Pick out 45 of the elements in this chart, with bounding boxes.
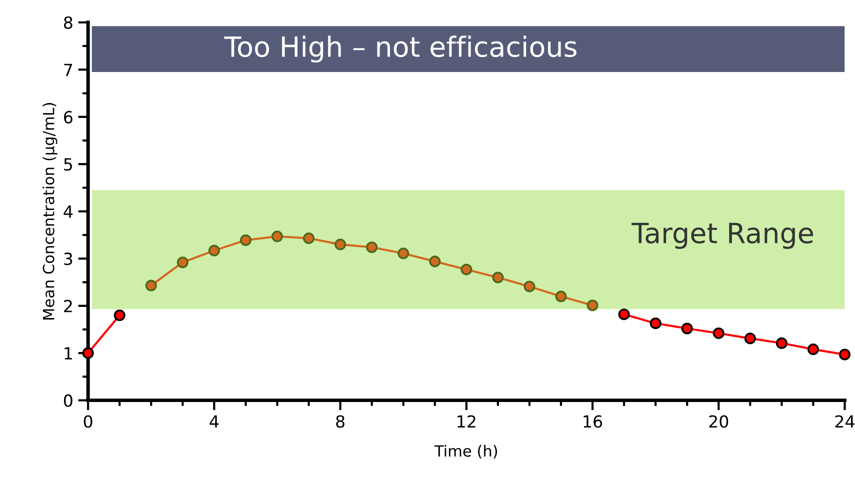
- y-tick-label: 0: [64, 394, 72, 407]
- x-tick-label: 0: [84, 415, 92, 428]
- point: [524, 280, 536, 292]
- y-tick-label: 2: [64, 300, 72, 312]
- y-tick-label: 7: [64, 64, 72, 76]
- point: [776, 337, 788, 349]
- x-tick-label: 8: [336, 415, 344, 428]
- point: [334, 238, 346, 250]
- band-label: Target Range: [632, 222, 813, 249]
- point: [429, 256, 441, 268]
- y-tick-label: 6: [64, 110, 72, 124]
- point: [82, 347, 94, 359]
- point: [618, 308, 630, 320]
- x-tick-label: 24: [835, 415, 854, 428]
- y-tick-label: 1: [64, 347, 72, 360]
- point: [807, 344, 819, 356]
- y-axis-title: Mean Concentration (µg/mL): [42, 103, 58, 320]
- x-tick-label: 16: [584, 415, 602, 428]
- point: [744, 332, 756, 344]
- point: [271, 230, 283, 242]
- y-tick-label: 5: [64, 158, 72, 171]
- y-tick-label: 4: [64, 206, 73, 218]
- x-tick-label: 4: [210, 415, 219, 428]
- point: [176, 256, 188, 268]
- point: [586, 300, 598, 312]
- point: [492, 272, 504, 284]
- point: [555, 290, 567, 302]
- x-tick-label: 20: [709, 415, 728, 428]
- y-tick-label: 3: [64, 252, 72, 266]
- x-axis-title: Time (h): [434, 444, 498, 459]
- point: [838, 348, 851, 360]
- point: [460, 264, 472, 276]
- band-label: Too High – not efficacious: [224, 36, 576, 63]
- point: [114, 310, 126, 322]
- x-tick-label: 12: [458, 415, 476, 428]
- point: [650, 318, 662, 330]
- point: [240, 234, 252, 246]
- point: [398, 248, 410, 260]
- point: [712, 327, 724, 339]
- point: [681, 322, 693, 334]
- point: [302, 232, 315, 244]
- point: [208, 244, 220, 256]
- y-tick-label: 8: [64, 16, 72, 29]
- point: [145, 280, 157, 292]
- point: [366, 241, 378, 254]
